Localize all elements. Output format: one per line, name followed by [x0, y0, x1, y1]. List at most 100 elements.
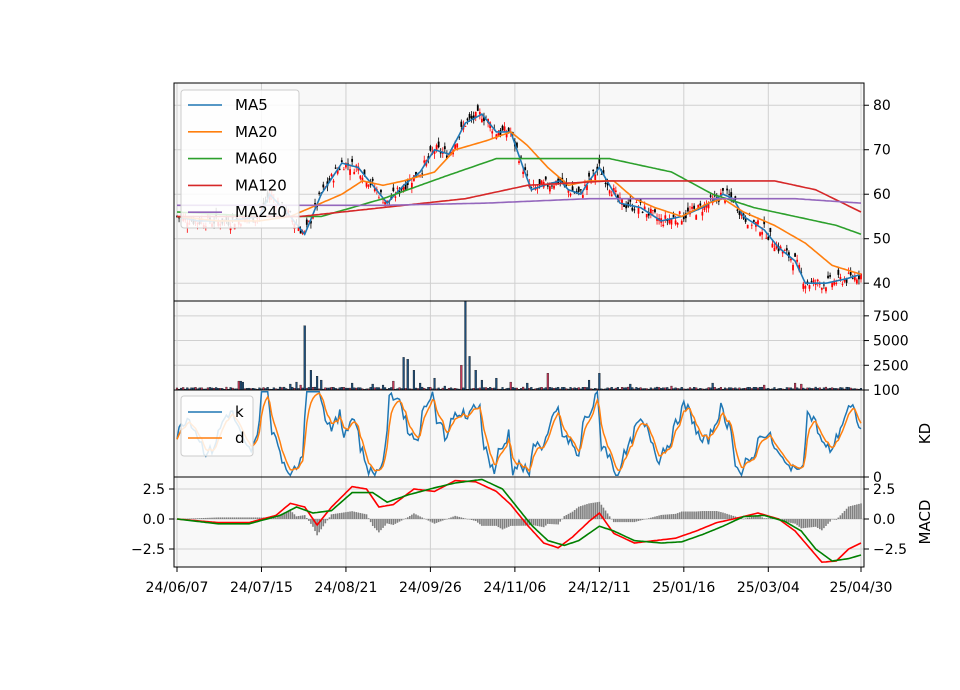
osc-bar — [637, 519, 640, 522]
osc-bar — [530, 519, 533, 525]
kd-legend: kd — [180, 395, 254, 457]
volume-bar — [392, 380, 395, 391]
osc-bar — [479, 519, 481, 525]
osc-bar — [755, 515, 757, 519]
kd-legend-box — [180, 395, 254, 457]
candle-body — [322, 184, 325, 188]
osc-bar — [464, 518, 467, 519]
line-d — [176, 392, 862, 473]
osc-bar — [856, 504, 858, 519]
osc-bar — [450, 517, 452, 519]
osc-bar — [802, 519, 805, 529]
candle-body — [497, 133, 500, 136]
candle-body — [652, 210, 654, 211]
osc-bar — [810, 519, 813, 528]
osc-bar — [781, 519, 784, 521]
osc-bar — [858, 503, 860, 519]
osc-bar — [439, 519, 442, 522]
osc-bar — [619, 519, 621, 523]
candle-body — [297, 227, 300, 231]
candle-body — [649, 208, 652, 214]
candle-body — [472, 115, 475, 120]
osc-bar — [227, 517, 230, 519]
candle-body — [656, 218, 658, 221]
candle-body — [629, 199, 632, 202]
candle-body — [501, 125, 504, 131]
osc-bar — [621, 519, 623, 523]
osc-bar — [713, 511, 716, 519]
osc-bar — [308, 519, 310, 521]
osc-bar — [303, 515, 306, 519]
osc-bar — [456, 516, 458, 519]
osc-bar — [849, 506, 852, 519]
osc-bar — [205, 517, 207, 519]
osc-bar — [252, 517, 255, 519]
macd-panel: −2.5 −2.5 0.0 0.0 2.5 2.5 MACD — [131, 476, 934, 568]
osc-bar — [485, 519, 487, 526]
osc-bar — [219, 517, 222, 519]
candle-body — [631, 207, 634, 211]
osc-bar — [718, 511, 720, 519]
osc-bar — [495, 519, 498, 526]
x-tick-label: 25/03/04 — [737, 580, 800, 596]
osc-bar — [678, 512, 681, 519]
osc-bar — [658, 515, 660, 519]
candle-body — [571, 186, 574, 192]
osc-bar — [633, 519, 636, 523]
candle-body — [738, 211, 741, 215]
candle-body — [363, 169, 366, 175]
osc-bar — [398, 519, 401, 522]
candle-body — [586, 185, 588, 191]
candle-body — [380, 190, 382, 193]
candle-body — [573, 192, 576, 194]
osc-bar — [384, 519, 386, 526]
osc-bar — [580, 506, 582, 519]
candle-body — [707, 203, 710, 209]
osc-bar — [839, 515, 842, 519]
osc-bar — [798, 519, 800, 527]
candle-body — [827, 275, 829, 279]
osc-bar — [194, 518, 197, 519]
osc-bar — [538, 519, 541, 527]
osc-bar — [240, 517, 242, 519]
candle-body — [396, 187, 399, 189]
osc-bar — [625, 519, 627, 523]
osc-bar — [851, 505, 854, 519]
osc-bar — [433, 519, 436, 524]
candle-body — [353, 171, 356, 175]
osc-bar — [629, 519, 632, 523]
candle-body — [699, 203, 702, 206]
price-legend: MA5 MA20 MA60 MA120 MA240 — [180, 89, 300, 229]
osc-bar — [233, 517, 236, 519]
volume-y-tick-label: 2500 — [873, 358, 909, 374]
osc-bar — [229, 517, 232, 519]
osc-bar — [474, 519, 477, 522]
osc-bar — [279, 514, 281, 519]
osc-bar — [674, 513, 677, 519]
candle-body — [584, 184, 586, 186]
osc-bar — [821, 519, 823, 531]
candle-body — [373, 188, 376, 192]
osc-bar — [666, 514, 669, 519]
osc-bar — [540, 519, 543, 527]
osc-bar — [786, 519, 788, 523]
osc-bar — [635, 519, 638, 522]
candle-body — [643, 206, 646, 210]
osc-bar — [248, 517, 250, 519]
candle-body — [334, 167, 337, 169]
candle-body — [178, 217, 180, 219]
legend-label-ma240: MA240 — [235, 203, 287, 221]
osc-bar — [837, 517, 840, 519]
osc-bar — [767, 518, 770, 519]
osc-bar — [392, 519, 395, 525]
candle-body — [833, 280, 836, 285]
osc-bar — [814, 519, 817, 527]
candle-body — [332, 180, 335, 183]
candle-body — [328, 178, 331, 183]
candle-body — [330, 174, 333, 176]
osc-bar — [441, 519, 444, 521]
osc-bar — [338, 513, 341, 519]
candle-body — [443, 146, 446, 150]
candle-body — [546, 185, 549, 187]
candle-body — [318, 192, 321, 194]
